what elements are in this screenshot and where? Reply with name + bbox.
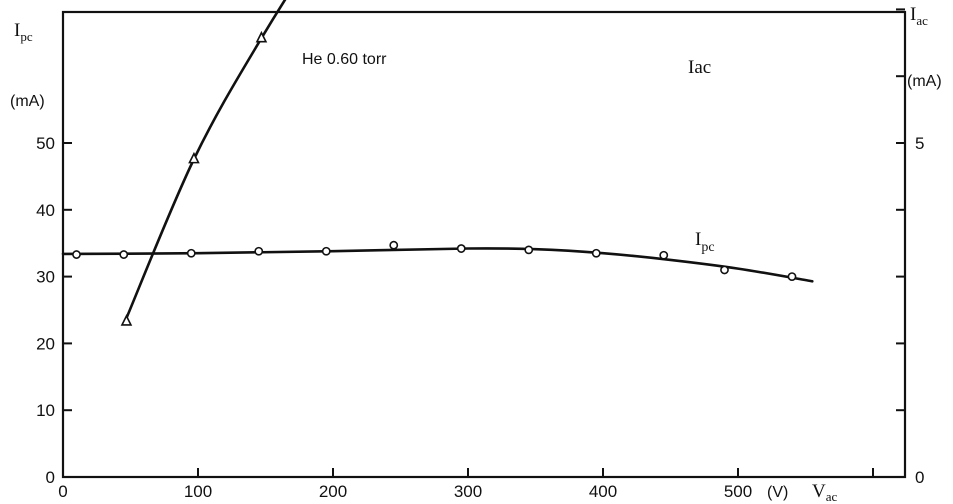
right-axis-ticks: 05: [896, 8, 924, 487]
bottom-axis-ticks: 0 100 200 300 400 500: [58, 468, 874, 501]
series-curves: [61, 0, 814, 320]
left-tick-label: 50: [36, 134, 55, 153]
bottom-tick-label: 400: [589, 482, 617, 501]
point-i-pc: [186, 248, 196, 258]
left-tick-label: 10: [36, 401, 55, 420]
left-tick-label: 0: [46, 468, 55, 487]
series-label-iac: Iac: [688, 57, 711, 78]
point-i-pc: [72, 250, 81, 259]
plot-border: [61, 10, 907, 479]
series-label-ipc: Ipc: [695, 229, 715, 255]
left-axis-ticks: 0 10 20 30 40 50: [36, 134, 72, 487]
point-i-pc: [389, 240, 399, 250]
point-i-ac: [255, 30, 268, 43]
point-i-pc: [119, 250, 129, 259]
point-i-pc: [720, 265, 729, 275]
point-i-ac: [120, 314, 133, 326]
bottom-tick-label: 200: [319, 482, 347, 501]
curve-i-pc: [61, 247, 814, 283]
bottom-tick-label: 500: [724, 482, 752, 501]
point-i-pc: [524, 245, 534, 255]
point-i-pc: [456, 244, 466, 253]
series-markers: [72, 30, 797, 326]
right-tick-label: 0: [915, 468, 924, 487]
point-i-pc: [787, 272, 797, 281]
left-tick-label: 20: [36, 334, 55, 353]
point-i-pc: [659, 250, 669, 260]
left-axis-title: Ipc: [14, 20, 33, 44]
right-tick-label: 5: [915, 134, 924, 153]
bottom-tick-label: 300: [454, 482, 482, 501]
point-i-ac: [188, 151, 200, 164]
curve-i-ac: [125, 0, 287, 320]
left-tick-label: 30: [36, 268, 55, 287]
plot-frame: [61, 10, 907, 479]
bottom-axis-unit: (V): [767, 484, 788, 501]
point-i-pc: [321, 246, 331, 256]
right-axis-title: Iac: [910, 4, 928, 28]
point-i-pc: [254, 246, 264, 256]
bottom-tick-label: 0: [58, 482, 67, 501]
bottom-axis-title: Vac: [812, 481, 838, 504]
bottom-tick-label: 100: [184, 482, 212, 501]
left-axis-unit: (mA): [10, 93, 45, 110]
left-tick-label: 40: [36, 201, 55, 220]
right-axis-unit: (mA): [907, 73, 942, 90]
point-i-pc: [591, 248, 601, 258]
annotation-gas-pressure: He 0.60 torr: [302, 51, 387, 68]
